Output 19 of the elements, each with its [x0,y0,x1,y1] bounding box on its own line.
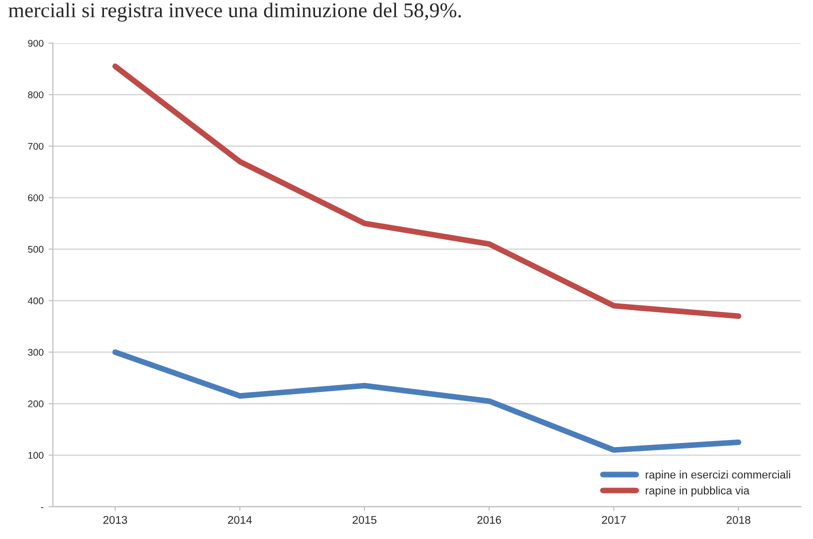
text: merciali si registra invece una diminuzione del 58,9%. [8,2,461,22]
y-tick-label: 400 [28,297,44,304]
x-tick-label: 2017 [602,516,626,524]
legend-label: rapine in pubblica via [646,486,750,497]
x-tick-label: 2016 [477,516,502,524]
y-tick-label: 200 [28,400,44,408]
x-tick-label: 2013 [103,516,128,524]
x-tick-label: 2014 [228,516,252,524]
y-tick-label: 700 [28,142,44,150]
y-tick-label: 600 [28,194,44,202]
y-tick-label: 100 [28,452,44,459]
y-tick-label: 800 [28,91,44,98]
x-tick-label: 2018 [726,516,750,524]
y-tick-label: 500 [28,246,44,253]
y-tick-label: 900 [28,40,44,47]
y-tick-label: - [41,507,44,508]
y-tick-label: 300 [28,348,44,356]
legend-label: rapine in esercizi commerciali [646,470,790,481]
x-tick-label: 2015 [352,516,376,524]
